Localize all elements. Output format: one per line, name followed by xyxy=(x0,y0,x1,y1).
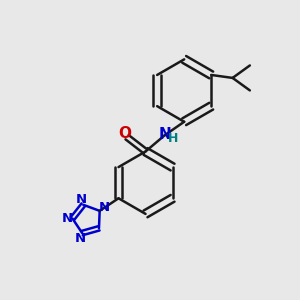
Text: H: H xyxy=(168,132,178,145)
Text: N: N xyxy=(99,201,110,214)
Text: O: O xyxy=(118,126,131,141)
Text: N: N xyxy=(158,127,171,142)
Text: N: N xyxy=(75,232,86,245)
Text: N: N xyxy=(76,193,87,206)
Text: N: N xyxy=(61,212,72,225)
